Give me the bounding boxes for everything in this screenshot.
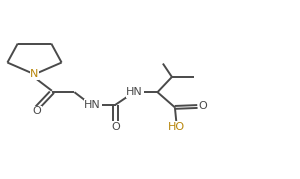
Text: O: O xyxy=(32,106,41,116)
Text: O: O xyxy=(111,122,120,132)
Text: HN: HN xyxy=(126,87,143,97)
Text: N: N xyxy=(30,69,39,79)
Text: HN: HN xyxy=(84,100,101,110)
Text: HO: HO xyxy=(168,122,185,132)
Text: O: O xyxy=(198,101,207,111)
